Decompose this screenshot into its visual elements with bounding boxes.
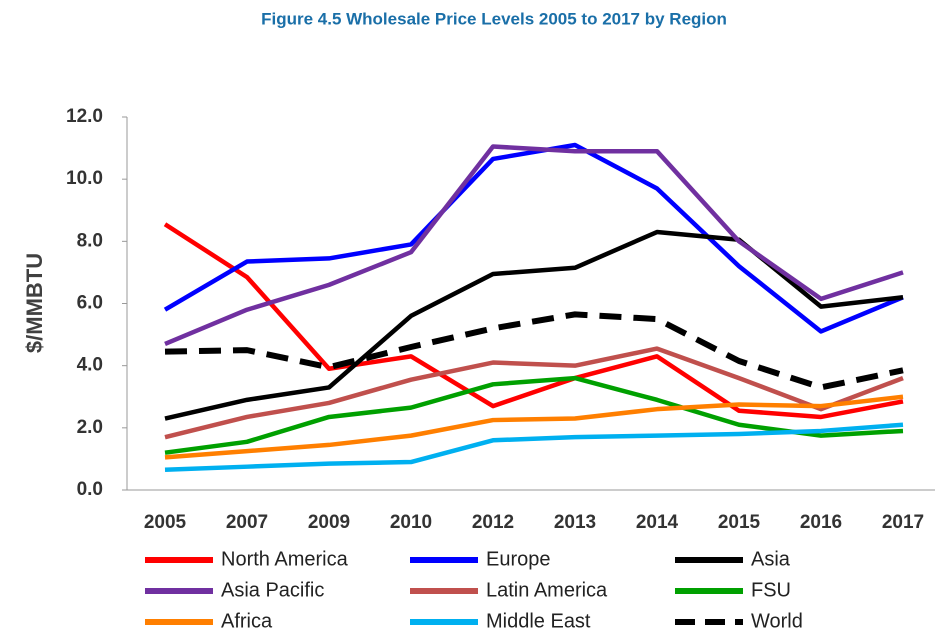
series-line [164, 375, 904, 455]
x-tick-label: 2014 [636, 512, 679, 533]
y-tick-label: 6.0 [77, 293, 103, 314]
legend-label: Middle East [486, 610, 591, 632]
y-tick-label: 10.0 [66, 168, 103, 189]
legend-label: Europe [486, 548, 551, 570]
x-tick-label: 2013 [554, 512, 596, 533]
series-line [164, 311, 904, 391]
series-line [164, 394, 904, 460]
legend-label: Asia Pacific [221, 579, 324, 601]
y-tick-label: 0.0 [77, 479, 103, 500]
legend-label: Asia [751, 548, 791, 570]
x-tick-label: 2016 [800, 512, 842, 533]
x-tick-label: 2007 [226, 512, 268, 533]
series-line [164, 144, 904, 346]
x-tick-label: 2005 [144, 512, 187, 533]
y-tick-label: 8.0 [77, 230, 103, 251]
y-tick-label: 4.0 [77, 355, 103, 376]
legend-label: Africa [221, 610, 273, 632]
series-line [164, 346, 904, 440]
chart-title: Figure 4.5 Wholesale Price Levels 2005 t… [261, 9, 727, 28]
y-axis-label: $/MMBTU [22, 253, 47, 353]
x-tick-label: 2012 [472, 512, 514, 533]
y-tick-label: 2.0 [77, 417, 103, 438]
y-tick-label: 12.0 [66, 106, 103, 127]
series-line [164, 422, 904, 473]
x-tick-label: 2017 [882, 512, 924, 533]
legend-label: North America [221, 548, 349, 570]
legend-label: FSU [751, 579, 791, 601]
x-tick-label: 2010 [390, 512, 432, 533]
legend-label: Latin America [486, 579, 608, 601]
series-line [163, 222, 904, 420]
x-tick-label: 2009 [308, 512, 350, 533]
legend-label: World [751, 610, 803, 632]
x-tick-label: 2015 [718, 512, 761, 533]
series-line [163, 142, 904, 334]
series-line [164, 229, 904, 421]
